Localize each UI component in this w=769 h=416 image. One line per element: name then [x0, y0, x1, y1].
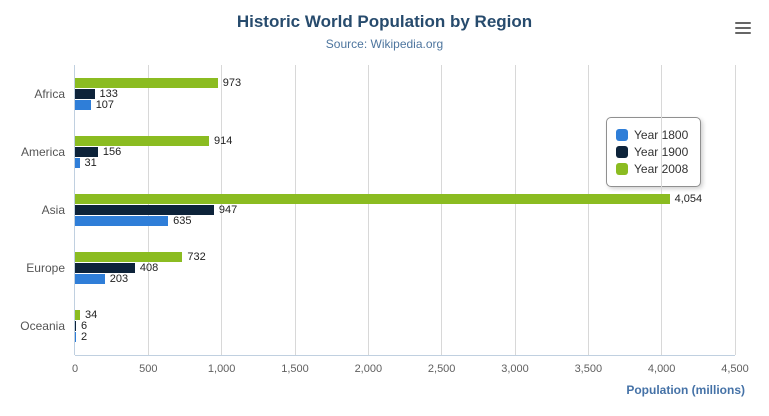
bar-oceania-year-1800[interactable]	[75, 331, 76, 342]
legend-item-year-1900[interactable]: Year 1900	[616, 145, 688, 159]
xaxis-title: Population (millions)	[626, 383, 745, 397]
bar-value-label: 2	[81, 330, 88, 343]
bar-asia-year-1800[interactable]	[75, 215, 169, 226]
bar-america-year-1800[interactable]	[75, 157, 80, 168]
hamburger-line	[735, 27, 751, 29]
hamburger-menu-icon[interactable]	[735, 22, 753, 36]
bar-asia-year-2008[interactable]	[75, 193, 670, 204]
bar-oceania-year-2008[interactable]	[75, 309, 80, 320]
bar-asia-year-1900[interactable]	[75, 204, 214, 215]
bar-europe-year-2008[interactable]	[75, 251, 183, 262]
bar-value-label: 34	[84, 308, 98, 321]
x-tick-label: 2,000	[354, 363, 383, 375]
gridline	[514, 65, 516, 355]
x-tick-label: 4,000	[647, 363, 676, 375]
x-tick-label: 1,000	[207, 363, 236, 375]
gridline	[221, 65, 223, 355]
gridline	[367, 65, 369, 355]
chart-title: Historic World Population by Region	[236, 12, 533, 31]
gridline	[661, 65, 663, 355]
x-tick-label: 2,500	[427, 363, 456, 375]
bar-value-label: 133	[99, 87, 118, 100]
legend-symbol	[616, 146, 628, 158]
bar-value-label: 914	[214, 134, 233, 147]
hamburger-line	[735, 32, 751, 34]
gridline	[441, 65, 443, 355]
legend-symbol	[616, 129, 628, 141]
bar-oceania-year-1900[interactable]	[75, 320, 76, 331]
bar-europe-year-1900[interactable]	[75, 262, 135, 273]
bar-value-label: 635	[173, 214, 192, 227]
x-tick-label: 4,500	[721, 363, 749, 375]
category-label-europe: Europe	[26, 261, 65, 275]
x-tick-label: 3,000	[501, 363, 529, 375]
bar-america-year-1900[interactable]	[75, 146, 98, 157]
bar-africa-year-1900[interactable]	[75, 88, 95, 99]
bar-america-year-2008[interactable]	[75, 135, 210, 146]
x-tick-label: 0	[71, 363, 79, 375]
bar-value-label: 732	[187, 250, 206, 263]
category-label-america: America	[20, 145, 65, 159]
bar-africa-year-1800[interactable]	[75, 99, 91, 110]
x-tick-label: 1,500	[281, 363, 309, 375]
category-label-africa: Africa	[34, 87, 65, 101]
legend-label: Year 1800	[634, 128, 689, 142]
bar-value-label: 107	[95, 98, 115, 111]
bar-value-label: 156	[102, 145, 122, 158]
bar-value-label: 408	[139, 261, 159, 274]
category-label-asia: Asia	[41, 203, 65, 217]
x-tick-label: 500	[139, 363, 158, 375]
bar-africa-year-2008[interactable]	[75, 77, 218, 88]
bar-value-label: 4,054	[674, 192, 703, 205]
gridline	[587, 65, 589, 355]
x-tick-label: 3,500	[574, 363, 603, 375]
category-label-oceania: Oceania	[20, 319, 65, 333]
value-axis-line	[75, 355, 735, 356]
bar-value-label: 31	[84, 156, 97, 169]
legend-item-year-1800[interactable]: Year 1800	[616, 128, 688, 142]
legend: Year 1800 Year 1900 Year 2008	[606, 117, 702, 187]
legend-label: Year 1900	[634, 145, 689, 159]
legend-symbol	[616, 163, 628, 175]
bar-value-label: 947	[218, 203, 238, 216]
hamburger-line	[735, 22, 751, 24]
bar-europe-year-1800[interactable]	[75, 273, 105, 284]
gridline	[734, 65, 736, 355]
gridline	[294, 65, 296, 355]
chart-subtitle: Source: Wikipedia.org	[325, 37, 444, 51]
bar-value-label: 973	[222, 76, 242, 89]
legend-item-year-2008[interactable]: Year 2008	[616, 162, 688, 176]
legend-label: Year 2008	[634, 162, 689, 176]
category-axis-line	[74, 65, 75, 355]
bar-value-label: 6	[81, 319, 88, 332]
bar-value-label: 203	[109, 272, 129, 285]
